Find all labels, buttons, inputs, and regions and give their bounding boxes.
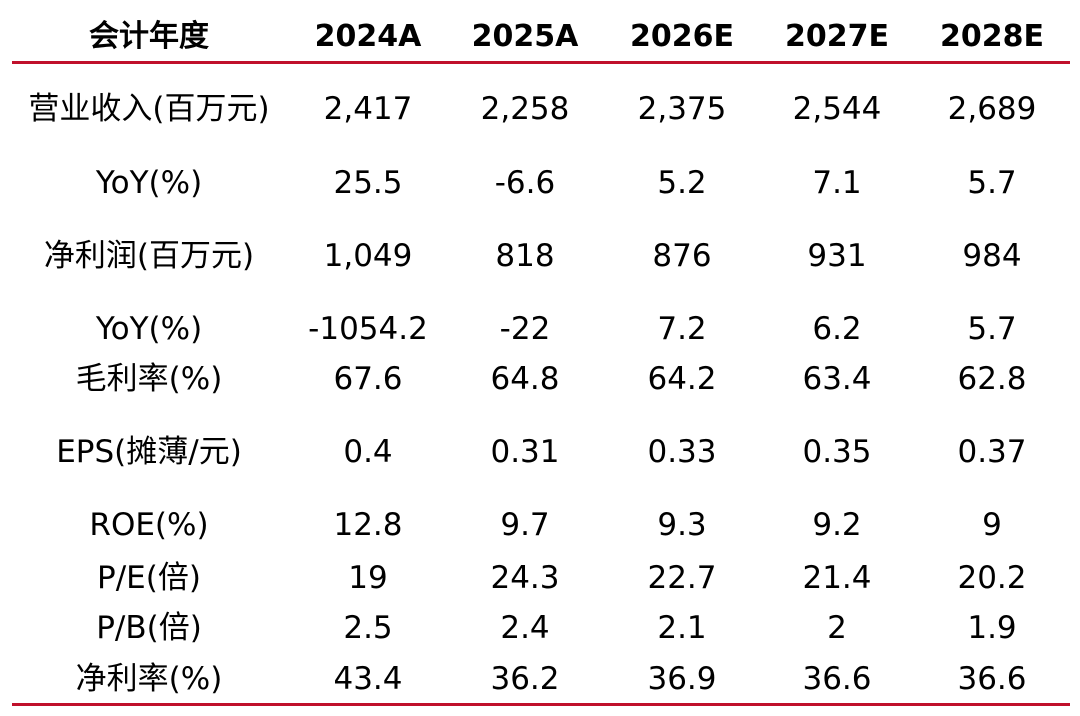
row-label: YoY(%)	[95, 165, 203, 201]
row-roe: ROE(%) 12.8 9.7 9.3 9.2 9	[0, 500, 1080, 550]
row-label: P/B(倍)	[96, 610, 202, 646]
table-cell: 2	[827, 610, 847, 646]
table-cell: 9	[982, 507, 1002, 543]
table-cell: 64.2	[647, 361, 717, 397]
row-label: 净利润(百万元)	[43, 238, 255, 274]
row-gross-margin: 毛利率(%) 67.6 64.8 64.2 63.4 62.8	[0, 354, 1080, 404]
table-cell: 2.5	[343, 610, 393, 646]
top-rule	[12, 61, 1070, 64]
header-2026e: 2026E	[630, 19, 734, 54]
table-cell: 0.37	[957, 434, 1027, 470]
row-pe: P/E(倍) 19 24.3 22.7 21.4 20.2	[0, 553, 1080, 603]
table-cell: 2,258	[480, 91, 570, 127]
table-cell: 1,049	[323, 238, 413, 274]
table-cell: 64.8	[490, 361, 560, 397]
table-cell: 0.4	[343, 434, 393, 470]
table-cell: 2,544	[792, 91, 882, 127]
table-cell: 62.8	[957, 361, 1027, 397]
row-label: 营业收入(百万元)	[28, 91, 270, 127]
table-cell: 6.2	[812, 311, 862, 347]
table-cell: 0.35	[802, 434, 872, 470]
table-cell: 5.7	[967, 165, 1017, 201]
table-cell: 0.33	[647, 434, 717, 470]
table-cell: 2.4	[500, 610, 550, 646]
row-label: 毛利率(%)	[75, 361, 223, 397]
header-fiscal-year: 会计年度	[89, 19, 209, 54]
row-label: 净利率(%)	[75, 661, 223, 697]
table-cell: 21.4	[802, 560, 872, 596]
table-cell: 67.6	[333, 361, 403, 397]
table-cell: -22	[499, 311, 551, 347]
table-cell: 818	[495, 238, 555, 274]
table-cell: -1054.2	[308, 311, 428, 347]
table-cell: 5.7	[967, 311, 1017, 347]
table-cell: 931	[807, 238, 867, 274]
table-cell: 36.6	[957, 661, 1027, 697]
row-label: P/E(倍)	[97, 560, 201, 596]
header-2025a: 2025A	[471, 19, 579, 54]
row-eps: EPS(摊薄/元) 0.4 0.31 0.33 0.35 0.37	[0, 427, 1080, 477]
table-cell: 24.3	[490, 560, 560, 596]
table-cell: 5.2	[657, 165, 707, 201]
table-cell: 2,689	[947, 91, 1037, 127]
header-2027e: 2027E	[785, 19, 889, 54]
row-label: ROE(%)	[89, 507, 209, 543]
table-cell: -6.6	[494, 165, 556, 201]
header-2024a: 2024A	[314, 19, 422, 54]
table-cell: 1.9	[967, 610, 1017, 646]
table-cell: 2.1	[657, 610, 707, 646]
table-cell: 20.2	[957, 560, 1027, 596]
row-net-profit-yoy: YoY(%) -1054.2 -22 7.2 6.2 5.7	[0, 304, 1080, 354]
row-revenue-yoy: YoY(%) 25.5 -6.6 5.2 7.1 5.7	[0, 158, 1080, 208]
row-pb: P/B(倍) 2.5 2.4 2.1 2 1.9	[0, 603, 1080, 653]
table-cell: 876	[652, 238, 712, 274]
row-label: YoY(%)	[95, 311, 203, 347]
table-cell: 9.3	[657, 507, 707, 543]
table-cell: 36.9	[647, 661, 717, 697]
table-cell: 9.2	[812, 507, 862, 543]
table-cell: 36.6	[802, 661, 872, 697]
table-cell: 2,375	[637, 91, 727, 127]
table-cell: 2,417	[323, 91, 413, 127]
table-cell: 25.5	[333, 165, 403, 201]
table-cell: 9.7	[500, 507, 550, 543]
header-2028e: 2028E	[940, 19, 1044, 54]
table-cell: 19	[348, 560, 388, 596]
table-cell: 0.31	[490, 434, 560, 470]
table-cell: 12.8	[333, 507, 403, 543]
row-net-margin: 净利率(%) 43.4 36.2 36.9 36.6 36.6	[0, 654, 1080, 704]
table-cell: 7.2	[657, 311, 707, 347]
bottom-rule	[12, 703, 1070, 706]
row-net-profit: 净利润(百万元) 1,049 818 876 931 984	[0, 231, 1080, 281]
table-cell: 36.2	[490, 661, 560, 697]
table-cell: 22.7	[647, 560, 717, 596]
row-revenue: 营业收入(百万元) 2,417 2,258 2,375 2,544 2,689	[0, 84, 1080, 134]
table-cell: 7.1	[812, 165, 862, 201]
table-cell: 43.4	[333, 661, 403, 697]
table-header-row: 会计年度 2024A 2025A 2026E 2027E 2028E	[0, 12, 1080, 62]
row-label: EPS(摊薄/元)	[56, 434, 242, 470]
table-cell: 984	[962, 238, 1022, 274]
table-cell: 63.4	[802, 361, 872, 397]
